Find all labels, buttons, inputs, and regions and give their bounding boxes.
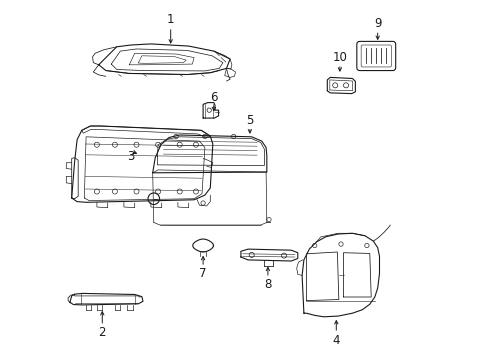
Text: 9: 9 <box>373 17 381 30</box>
Text: 6: 6 <box>210 91 217 104</box>
Text: 10: 10 <box>332 51 346 64</box>
Text: 8: 8 <box>264 278 271 291</box>
Text: 1: 1 <box>166 13 174 26</box>
Text: 7: 7 <box>199 267 206 280</box>
Text: 4: 4 <box>332 334 339 347</box>
Text: 2: 2 <box>99 327 106 339</box>
Text: 3: 3 <box>127 150 135 163</box>
Text: 5: 5 <box>246 114 253 127</box>
